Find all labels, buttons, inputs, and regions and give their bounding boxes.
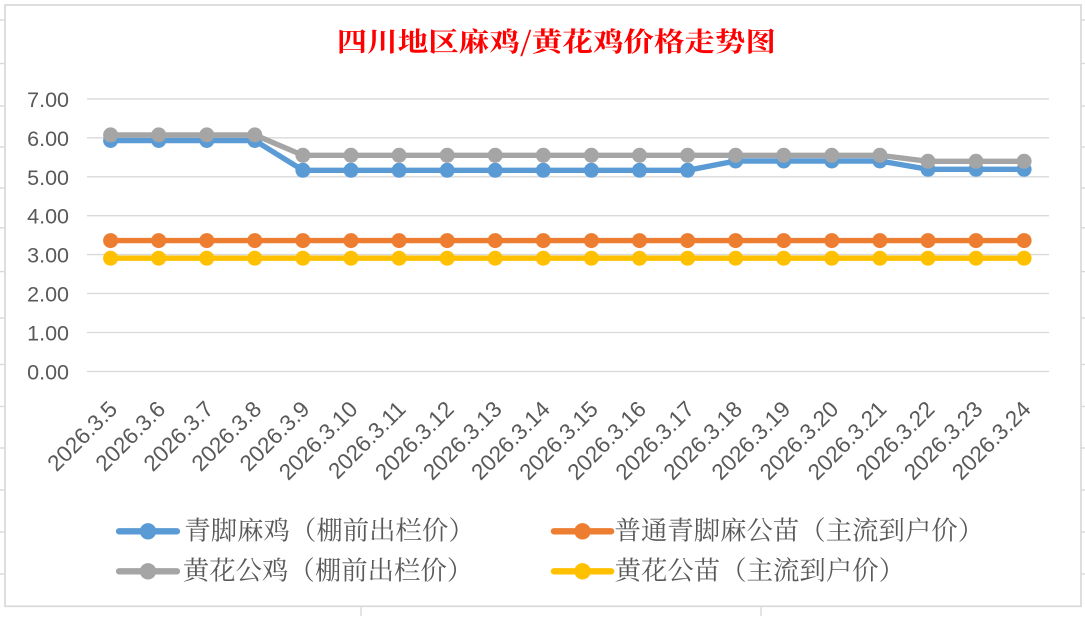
svg-text:1.00: 1.00	[27, 322, 69, 346]
svg-text:7.00: 7.00	[27, 88, 69, 112]
svg-text:2.00: 2.00	[27, 283, 69, 307]
svg-text:0.00: 0.00	[27, 360, 69, 384]
svg-text:4.00: 4.00	[27, 205, 69, 229]
svg-text:6.00: 6.00	[27, 127, 69, 151]
svg-text:5.00: 5.00	[27, 166, 69, 190]
svg-text:3.00: 3.00	[27, 244, 69, 268]
